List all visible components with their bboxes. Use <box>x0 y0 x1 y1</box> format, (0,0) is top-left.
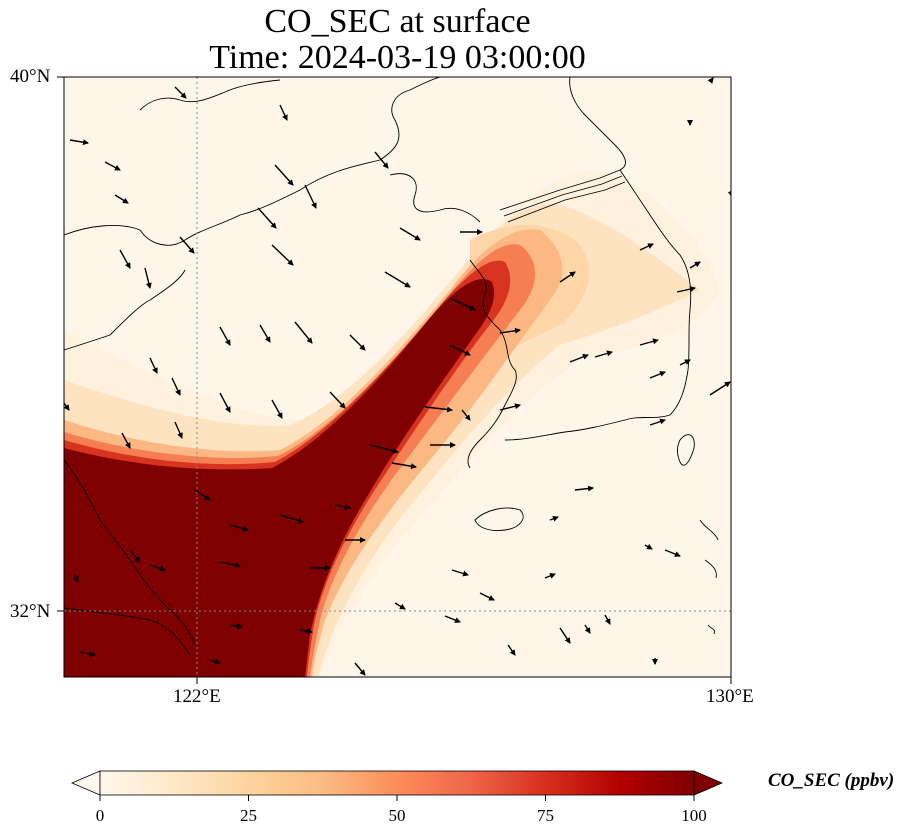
wind-arrow <box>394 602 406 610</box>
wind-arrow <box>676 286 696 293</box>
lat-label-32n: 32°N <box>10 601 51 622</box>
wind-arrow <box>449 344 471 356</box>
wind-arrow <box>479 592 495 601</box>
colorbar-tick-label: 100 <box>681 806 707 825</box>
wind-arrow <box>257 207 277 229</box>
wind-arrow <box>174 86 187 99</box>
wind-arrow <box>299 628 313 635</box>
colorbar-max-extend <box>693 770 724 796</box>
colorbar-tick-label: 50 <box>388 806 406 825</box>
wind-arrow <box>114 194 129 204</box>
wind-arrow <box>229 524 249 532</box>
wind-arrow <box>271 244 294 266</box>
wind-arrow <box>707 77 714 84</box>
wind-arrow <box>584 624 591 634</box>
wind-arrow <box>679 359 691 366</box>
wind-arrow <box>271 399 283 419</box>
wind-arrow <box>369 444 399 454</box>
wind-arrow <box>174 421 183 439</box>
wind-arrow <box>559 627 571 644</box>
wind-arrow <box>689 261 701 269</box>
wind-arrow <box>294 321 313 344</box>
wind-arrow <box>424 406 453 413</box>
wind-arrow <box>499 327 521 334</box>
wind-arrow <box>304 184 317 209</box>
wind-arrow <box>121 432 131 449</box>
map-area <box>64 77 731 677</box>
wind-arrow <box>334 504 351 510</box>
wind-arrow <box>119 249 131 269</box>
wind-arrow <box>274 164 294 186</box>
map-title: CO_SEC at surface <box>264 3 531 40</box>
coastlines <box>64 77 719 656</box>
axis-ticks <box>57 76 732 684</box>
wind-arrow <box>709 381 731 396</box>
gridlines <box>64 77 731 677</box>
colorbar-tick-label: 25 <box>240 806 257 825</box>
lon-label-122e: 122°E <box>173 686 221 707</box>
wind-arrow <box>171 377 181 396</box>
wind-arrow <box>384 271 411 288</box>
wind-arrow <box>399 227 421 241</box>
wind-arrow <box>639 338 659 346</box>
wind-arrow <box>104 161 121 171</box>
wind-arrow <box>259 324 271 343</box>
wind-arrow <box>649 418 666 426</box>
colorbar-tick-label: 0 <box>95 806 105 825</box>
wind-arrow <box>451 569 469 577</box>
wind-arrow <box>149 564 166 572</box>
co-sec-field <box>64 170 720 677</box>
wind-arrow <box>329 391 346 409</box>
wind-arrow <box>574 485 594 492</box>
colorbar-label: CO_SEC (ppbv) <box>768 770 895 791</box>
wind-arrow <box>79 651 96 657</box>
wind-arrow <box>194 489 211 501</box>
map-time: Time: 2024-03-19 03:00:00 <box>209 39 586 76</box>
wind-arrow <box>391 462 417 470</box>
wind-arrow <box>69 139 89 146</box>
wind-arrow <box>664 549 681 557</box>
wind-arrow <box>544 573 556 579</box>
wind-arrow <box>374 151 389 169</box>
wind-arrow <box>461 409 471 421</box>
colorbar <box>70 770 724 801</box>
map-frame <box>63 76 732 678</box>
wind-arrow <box>449 297 476 311</box>
wind-arrow <box>219 561 241 568</box>
wind-arrow <box>559 271 576 283</box>
colorbar-min-extend <box>70 770 101 796</box>
wind-arrow <box>354 662 366 676</box>
wind-arrow <box>279 514 304 524</box>
colorbar-tick-label: 75 <box>537 806 554 825</box>
lon-label-130e: 130°E <box>706 686 754 707</box>
wind-arrow <box>209 658 221 665</box>
lat-label-40n: 40°N <box>10 66 51 87</box>
wind-arrow <box>349 334 366 351</box>
wind-arrow <box>144 267 152 289</box>
wind-arrow <box>444 615 461 623</box>
wind-arrow <box>549 515 559 522</box>
wind-arrow <box>594 350 613 358</box>
wind-arrow <box>604 614 611 625</box>
wind-arrow <box>179 236 195 254</box>
wind-arrow <box>507 644 516 656</box>
wind-arrow <box>499 403 521 411</box>
wind-arrow <box>279 104 288 121</box>
colorbar-gradient <box>99 770 695 796</box>
wind-arrow <box>219 326 231 346</box>
wind-arrow <box>649 371 666 379</box>
wind-arrow <box>73 574 79 583</box>
wind-arrow <box>229 623 243 630</box>
wind-vectors <box>64 77 731 676</box>
wind-arrow <box>639 243 654 251</box>
wind-arrow <box>64 402 70 411</box>
wind-arrow <box>569 354 589 363</box>
wind-arrow <box>644 543 653 550</box>
colorbar-ticks <box>99 795 695 801</box>
wind-arrow <box>219 392 231 413</box>
wind-arrow <box>129 549 141 563</box>
wind-arrow <box>149 357 158 374</box>
